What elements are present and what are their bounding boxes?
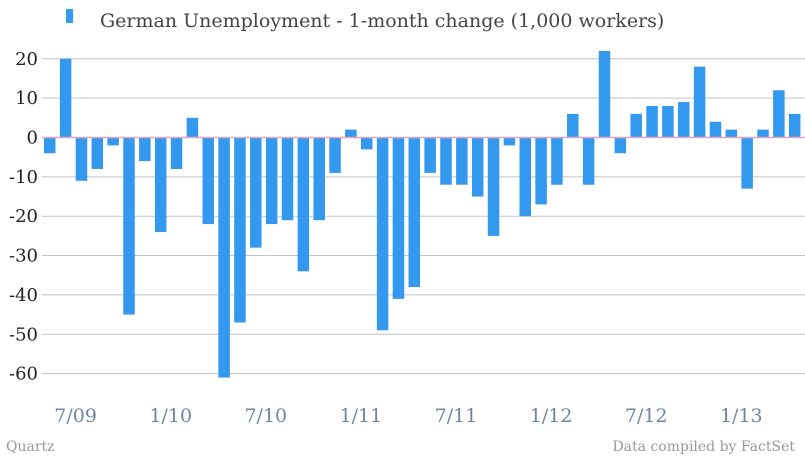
bar (123, 137, 135, 315)
bar (471, 137, 484, 197)
bar (234, 137, 246, 323)
bar (614, 137, 627, 154)
bar (376, 137, 389, 331)
bar (440, 137, 452, 185)
y-tick-label: -20 (9, 206, 38, 227)
legend: German Unemployment - 1-month change (1,… (66, 9, 664, 32)
x-tick-label: 1/10 (149, 405, 192, 427)
bar (329, 137, 341, 173)
bar (75, 137, 88, 181)
x-tick-label: 7/12 (625, 405, 668, 427)
bar (265, 137, 278, 225)
bar (741, 137, 753, 189)
x-tick-label: 7/11 (435, 405, 478, 427)
bar (757, 129, 769, 138)
bar (59, 58, 72, 138)
bar (456, 137, 468, 185)
legend-swatch (66, 9, 73, 23)
bar (202, 137, 214, 225)
bar (551, 137, 563, 185)
grid (42, 58, 805, 375)
bar (519, 137, 531, 217)
bar (598, 50, 611, 138)
bar (408, 137, 421, 288)
bar (44, 137, 56, 154)
y-tick-label: 10 (15, 88, 38, 109)
bar (630, 113, 642, 138)
bar (297, 137, 310, 272)
bar (392, 137, 405, 299)
bar (535, 137, 547, 205)
bar (186, 117, 199, 138)
x-tick-label: 1/13 (720, 405, 763, 427)
bar (424, 137, 436, 173)
bar (107, 137, 119, 146)
y-tick-label: -10 (9, 167, 38, 188)
bar (662, 106, 674, 138)
bar (361, 137, 373, 150)
x-tick-label: 1/12 (530, 405, 573, 427)
bar (313, 137, 325, 221)
bar (646, 106, 658, 138)
bar (218, 137, 230, 378)
y-axis: 20 10 0 -10 -20 -30 -40 -50 -60 (9, 49, 38, 385)
bar (709, 121, 722, 138)
bar (773, 90, 785, 138)
bar (250, 137, 262, 248)
bar (567, 113, 579, 138)
y-tick-label: -50 (9, 324, 38, 345)
bar (678, 102, 690, 138)
bar (788, 113, 801, 138)
y-tick-label: -40 (9, 285, 38, 306)
y-tick-label: 20 (15, 49, 38, 70)
bar (139, 137, 151, 162)
y-tick-label: -30 (9, 246, 38, 267)
chart-title: German Unemployment - 1-month change (1,… (100, 10, 664, 32)
bar (582, 137, 595, 185)
bar (281, 137, 294, 221)
bar (154, 137, 167, 232)
bar (487, 137, 500, 236)
y-tick-label: -60 (9, 364, 38, 385)
source-left: Quartz (6, 439, 55, 455)
x-tick-label: 7/09 (54, 405, 97, 427)
bar (170, 137, 183, 169)
x-tick-label: 1/11 (340, 405, 383, 427)
bars (44, 50, 801, 378)
x-tick-label: 7/10 (244, 405, 287, 427)
bar (693, 66, 706, 138)
x-axis: 7/09 1/10 7/10 1/11 7/11 1/12 7/12 1/13 (54, 405, 762, 427)
bar (91, 137, 104, 169)
bar (503, 137, 516, 146)
y-tick-label: 0 (27, 128, 38, 149)
source-right: Data compiled by FactSet (612, 439, 795, 455)
bar (345, 129, 357, 138)
bar (725, 129, 738, 138)
